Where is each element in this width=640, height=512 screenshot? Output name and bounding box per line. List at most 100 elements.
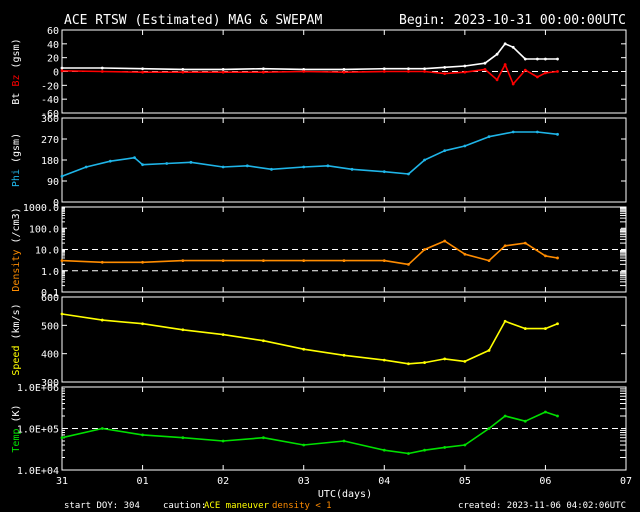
data-point	[511, 130, 515, 134]
data-point	[443, 446, 447, 449]
data-point	[181, 328, 185, 332]
y-tick-label: 360	[41, 114, 59, 125]
data-point	[443, 72, 447, 75]
data-point	[503, 42, 507, 46]
data-point	[503, 319, 507, 323]
y-axis-label-part: (gsm)	[11, 133, 22, 169]
x-axis: 31 01 02 03 04 05 06 07	[56, 476, 632, 487]
data-point	[100, 260, 104, 264]
data-point	[463, 70, 467, 74]
data-point	[189, 160, 193, 164]
data-point	[443, 149, 447, 153]
x-tick-label: 01	[137, 476, 149, 487]
data-point	[60, 312, 64, 316]
data-point	[463, 64, 467, 68]
y-axis-label: Temp (K)	[11, 404, 22, 452]
panel-temp: 1.0E+06 1.0E+05 1.0E+04 Temp (K)	[11, 383, 627, 477]
data-point	[60, 66, 64, 70]
data-point	[221, 439, 225, 443]
series-bz-line	[61, 63, 558, 85]
data-point	[181, 68, 185, 71]
data-point	[342, 353, 346, 357]
data-point	[141, 70, 144, 74]
data-point	[181, 70, 185, 74]
y-axis-label-part: Bt	[11, 93, 22, 105]
data-point	[302, 347, 306, 351]
data-point	[483, 61, 487, 65]
x-tick-label: 03	[298, 476, 310, 487]
panel-density: 1000.0 100.0 10.0 1.0 0.1 Density (/cm3)	[11, 203, 627, 299]
data-point	[165, 162, 169, 165]
data-point	[556, 256, 559, 260]
y-tick-label: 1.0E+06	[17, 383, 59, 394]
y-tick-label: 0	[53, 68, 59, 79]
data-point	[302, 443, 306, 447]
y-tick-label: 1.0	[41, 267, 59, 278]
data-point	[326, 164, 330, 168]
data-point	[302, 70, 306, 73]
chart-title: ACE RTSW (Estimated) MAG & SWEPAM	[64, 13, 322, 28]
data-point	[100, 66, 104, 70]
y-tick-label: 20	[47, 54, 59, 65]
y-tick-label: 60	[47, 26, 59, 37]
data-point	[423, 248, 426, 251]
begin-time: Begin: 2023-10-31 00:00:00UTC	[399, 13, 626, 28]
data-point	[407, 172, 410, 176]
data-point	[423, 158, 426, 162]
y-tick-label: 1.0E+04	[17, 466, 59, 477]
data-point	[382, 448, 386, 452]
data-point	[100, 70, 104, 73]
data-point	[556, 57, 559, 61]
series-temp-line	[61, 411, 558, 455]
y-axis-label: Speed (km/s)	[11, 303, 22, 375]
y-tick-label: 10.0	[35, 246, 59, 257]
caution-ace-maneuver: ACE maneuver	[204, 501, 270, 511]
data-point	[342, 70, 346, 74]
data-point	[407, 452, 410, 455]
data-point	[495, 78, 499, 82]
y-tick-label: 90	[47, 177, 59, 188]
data-point	[108, 159, 112, 163]
data-point	[342, 68, 346, 71]
data-point	[423, 70, 426, 73]
y-axis-label-part: Density	[11, 250, 22, 292]
data-point	[487, 135, 491, 139]
data-point	[302, 68, 306, 71]
y-axis-label-part: (gsm)	[11, 38, 22, 74]
data-point	[523, 419, 527, 423]
data-point	[382, 67, 386, 71]
data-point	[556, 322, 559, 326]
y-tick-label: 400	[41, 350, 59, 361]
y-tick-label: 40	[47, 40, 59, 51]
data-point	[262, 259, 265, 263]
data-point	[556, 414, 559, 418]
data-point	[221, 165, 225, 169]
y-tick-label: 100.0	[29, 224, 59, 235]
data-point	[262, 70, 265, 74]
data-point	[60, 69, 64, 73]
data-point	[463, 252, 467, 256]
data-point	[141, 433, 144, 437]
caution-label: caution:	[163, 501, 206, 511]
data-point	[382, 259, 386, 263]
data-point	[487, 427, 491, 430]
y-tick-label: 300	[41, 378, 59, 389]
y-tick-label: 0	[53, 198, 59, 209]
data-point	[423, 361, 426, 364]
data-point	[535, 57, 539, 61]
data-point	[535, 130, 539, 134]
x-axis-label: UTC(days)	[318, 489, 372, 500]
data-point	[141, 67, 144, 71]
data-point	[487, 349, 491, 352]
data-point	[407, 362, 410, 366]
series-phi-line	[61, 131, 558, 178]
panels-group: 60 40 20 0 -20 -40 -60 Bt Bz (gsm) 360 270 180 90 0 P…	[11, 26, 627, 477]
y-axis-label-part: Temp	[11, 429, 22, 453]
created-time: created: 2023-11-06 04:02:06UTC	[458, 501, 626, 511]
y-axis-label-part: Speed	[11, 346, 22, 376]
y-axis-label-part: Bz	[11, 75, 22, 93]
data-point	[463, 443, 467, 447]
data-point	[60, 259, 64, 263]
data-point	[221, 68, 225, 71]
data-point	[443, 239, 447, 243]
